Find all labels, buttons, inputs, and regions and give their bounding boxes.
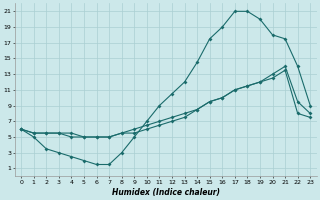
X-axis label: Humidex (Indice chaleur): Humidex (Indice chaleur) [112, 188, 220, 197]
